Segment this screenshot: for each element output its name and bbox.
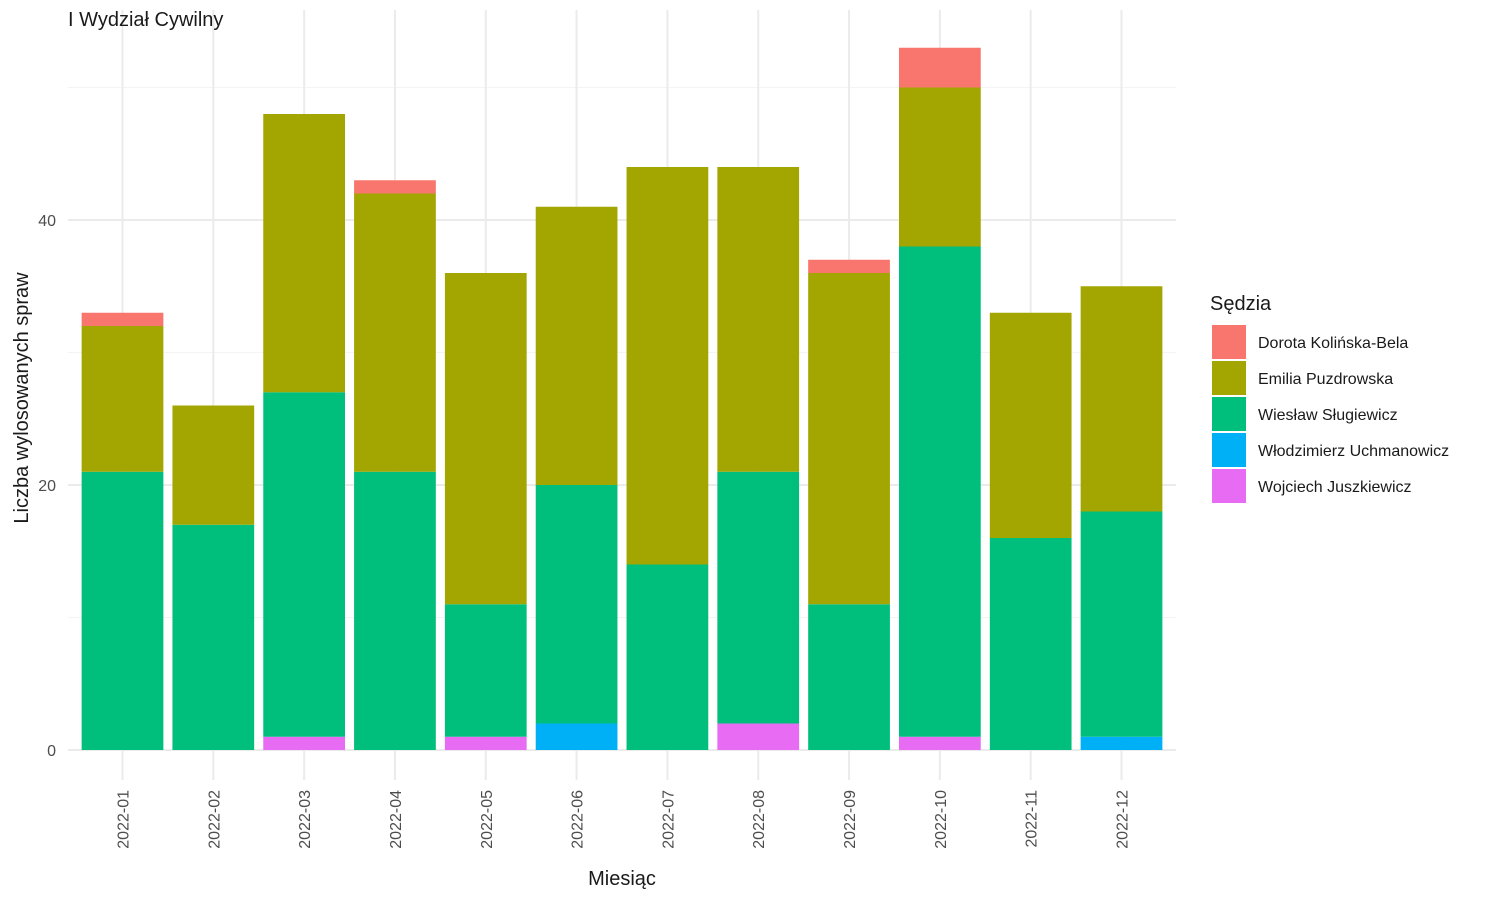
bar-segment <box>535 206 618 485</box>
x-tick-label: 2022-06 <box>570 790 587 849</box>
bar-segment <box>81 312 164 326</box>
bar-segment <box>989 538 1072 750</box>
y-axis-title: Liczba wylosowanych spraw <box>11 272 33 524</box>
legend-label: Wojciech Juszkiewicz <box>1258 479 1412 496</box>
bar-segment <box>899 47 981 88</box>
x-axis-title: Miesiąc <box>588 868 656 890</box>
x-tick-label: 2022-02 <box>206 790 223 849</box>
legend-items: Dorota Kolińska-Bela Emilia Puzdrowska Wie… <box>1212 325 1449 503</box>
bar-segment <box>717 471 800 724</box>
bar-segment <box>626 167 709 565</box>
x-tick-label: 2022-03 <box>297 790 314 849</box>
legend-title: Sędzia <box>1210 293 1272 315</box>
bar-segment <box>717 723 800 750</box>
chart-title: I Wydział Cywilny <box>68 9 223 31</box>
legend-label: Dorota Kolińska-Bela <box>1258 335 1408 352</box>
x-tick-label: 2022-07 <box>660 790 677 849</box>
y-axis-ticks: 0 20 40 <box>38 213 56 760</box>
bar-segment <box>899 246 981 737</box>
bar-segment <box>535 723 618 750</box>
bar-segment <box>354 193 436 472</box>
legend-label: Włodzimierz Uchmanowicz <box>1258 443 1449 460</box>
legend-swatch <box>1212 433 1246 467</box>
bar-segment <box>354 180 436 194</box>
bar-segment <box>81 471 164 750</box>
bar-segment <box>354 471 436 750</box>
bar-segment <box>808 259 890 273</box>
bar-segment <box>263 392 345 737</box>
bar-segment <box>989 312 1072 538</box>
legend-swatch <box>1212 361 1246 395</box>
bar-segment <box>717 167 800 472</box>
legend-swatch <box>1212 325 1246 359</box>
x-tick-label: 2022-12 <box>1115 790 1132 849</box>
bar-segment <box>1080 511 1163 737</box>
x-tick-label: 2022-01 <box>115 790 132 849</box>
x-tick-label: 2022-05 <box>479 790 496 849</box>
x-tick-label: 2022-08 <box>751 790 768 849</box>
bar-segment <box>81 326 164 472</box>
legend-label: Emilia Puzdrowska <box>1258 371 1393 388</box>
bar-segment <box>263 736 345 750</box>
bar-segment <box>899 87 981 247</box>
x-tick-label: 2022-10 <box>933 790 950 849</box>
bar-segment <box>1080 736 1163 750</box>
x-tick-label: 2022-09 <box>842 790 859 849</box>
bar-segment <box>1080 286 1163 512</box>
bar-segment <box>626 564 709 750</box>
y-tick-label: 0 <box>47 743 56 760</box>
bar-segment <box>444 273 527 605</box>
y-tick-label: 20 <box>38 478 56 495</box>
legend-swatch <box>1212 397 1246 431</box>
legend-swatch <box>1212 469 1246 503</box>
bar-segment <box>808 273 890 605</box>
legend: Sędzia Dorota Kolińska-Bela Emilia Puzdro… <box>1210 293 1449 503</box>
bar-segment <box>808 604 890 750</box>
x-axis-ticks: 2022-01 2022-02 2022-03 2022-04 2022-05 2022-… <box>115 790 1131 849</box>
bar-segment <box>172 405 255 525</box>
bar-segment <box>899 736 981 750</box>
x-tick-label: 2022-04 <box>388 790 405 849</box>
legend-label: Wiesław Sługiewicz <box>1258 407 1398 424</box>
bar-segment <box>444 604 527 737</box>
y-tick-label: 40 <box>38 213 56 230</box>
bar-segment <box>444 736 527 750</box>
bar-segment <box>535 485 618 724</box>
bar-segment <box>263 114 345 393</box>
bar-segment <box>172 524 255 750</box>
bars <box>81 47 1163 750</box>
x-tick-label: 2022-11 <box>1024 790 1041 848</box>
